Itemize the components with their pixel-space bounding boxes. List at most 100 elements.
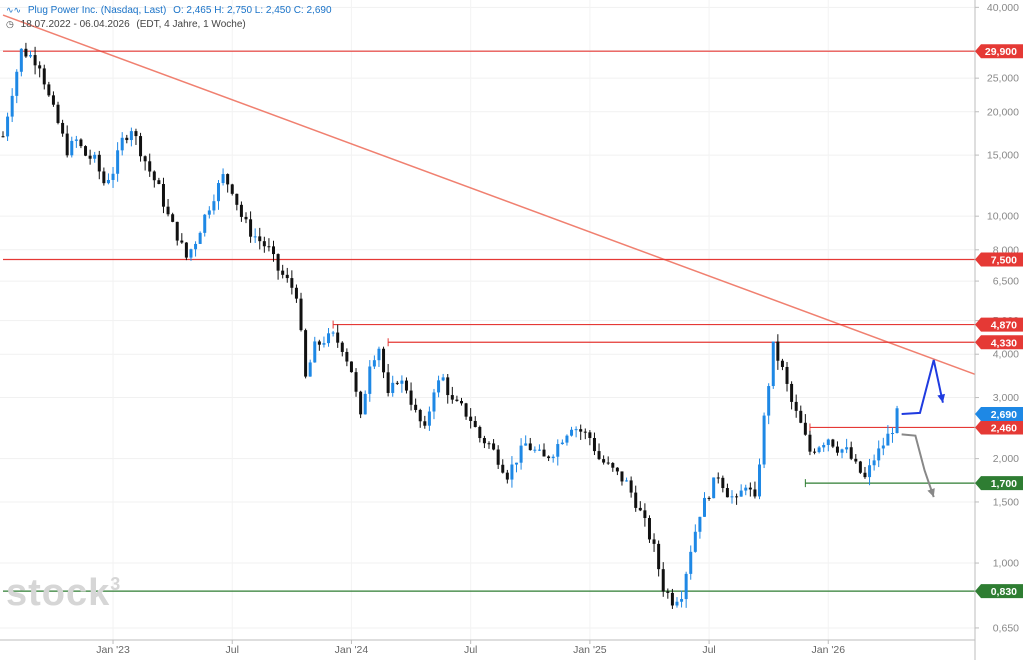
candle-body <box>670 592 674 606</box>
candle-body <box>625 480 629 482</box>
candle-body <box>602 459 606 463</box>
candle-body <box>556 444 560 457</box>
candle-body <box>161 184 165 207</box>
levels-layer <box>3 50 975 592</box>
candle-body <box>221 174 225 184</box>
candle-body <box>24 48 28 57</box>
candle-body <box>799 410 803 423</box>
candle-body <box>74 139 78 141</box>
candle-body <box>230 184 234 194</box>
candle-body <box>597 451 601 460</box>
y-tick-label: 40,000 <box>987 2 1019 14</box>
candle-body <box>359 391 363 415</box>
candle-body <box>157 180 161 185</box>
candle-body <box>725 488 729 498</box>
x-tick-label: Jan '24 <box>335 644 369 656</box>
candle-body <box>643 510 647 519</box>
candle-body <box>831 439 835 447</box>
candle-body <box>473 420 477 427</box>
level-1700-tag: 1,700 <box>975 476 1023 491</box>
candle-body <box>505 472 509 480</box>
candle-body <box>226 174 230 185</box>
candle-body <box>349 361 353 373</box>
candle-body <box>680 599 684 602</box>
candle-body <box>47 84 51 96</box>
candle-body <box>863 472 867 478</box>
candle-body <box>272 246 276 255</box>
candle-body <box>684 573 688 600</box>
candle-body <box>317 341 321 345</box>
candle-body <box>652 539 656 544</box>
candle-body <box>813 451 817 453</box>
candle-body <box>455 399 459 401</box>
y-tick-label: 1,000 <box>993 558 1019 570</box>
candle-body <box>629 480 633 493</box>
candle-body <box>198 232 202 244</box>
candle-body <box>657 543 661 570</box>
candle-body <box>721 477 725 489</box>
candle-body <box>111 173 115 180</box>
level-29900-tag: 29,900 <box>975 44 1023 59</box>
candle-body <box>808 434 812 452</box>
date-range: 18.07.2022 - 06.04.2026 <box>20 19 130 30</box>
candle-body <box>840 449 844 453</box>
level-2460-tag: 2,460 <box>975 420 1023 435</box>
candle-body <box>877 448 881 461</box>
candle-body <box>510 464 514 480</box>
candle-body <box>753 489 757 497</box>
candle-body <box>239 204 243 217</box>
x-tick-label: Jul <box>226 644 239 656</box>
candle-body <box>313 341 317 363</box>
level-0830-tag-text: 0,830 <box>991 586 1017 598</box>
candle-body <box>84 146 88 156</box>
candle-body <box>735 496 739 498</box>
candle-body <box>822 444 826 448</box>
candle-body <box>116 150 120 174</box>
y-tick-label: 25,000 <box>987 73 1019 85</box>
candle-body <box>744 487 748 491</box>
candle-body <box>51 95 55 105</box>
candle-body <box>583 431 587 433</box>
x-tick-label: Jan '26 <box>812 644 846 656</box>
candles-layer <box>1 42 899 609</box>
candle-body <box>634 492 638 508</box>
candle-body <box>519 445 523 463</box>
candle-body <box>372 360 376 367</box>
candle-body <box>845 447 849 450</box>
candle-body <box>290 278 294 288</box>
last-price-tag-shape <box>975 406 1023 421</box>
candle-body <box>794 401 798 411</box>
candle-body <box>327 333 331 344</box>
level-4870-tag: 4,870 <box>975 317 1023 332</box>
candle-body <box>849 447 853 459</box>
candle-body <box>276 254 280 271</box>
y-tick-label: 1,500 <box>993 496 1019 508</box>
candle-body <box>739 490 743 497</box>
candle-body <box>565 435 569 443</box>
candle-body <box>1 136 5 138</box>
candle-body <box>661 569 665 592</box>
candle-body <box>776 341 780 361</box>
candle-body <box>235 193 239 205</box>
candle-body <box>620 471 624 482</box>
candle-body <box>611 463 615 468</box>
bullish-scenario-arrow-arrowhead <box>937 393 946 403</box>
candle-body <box>354 372 358 392</box>
candle-body <box>758 464 762 497</box>
candle-body <box>120 137 124 151</box>
candle-body <box>391 382 395 393</box>
candle-body <box>409 390 413 405</box>
candle-body <box>647 518 651 540</box>
candle-body <box>166 206 170 215</box>
candle-body <box>216 183 220 202</box>
candle-body <box>61 122 65 134</box>
candle-body <box>386 372 390 393</box>
candle-body <box>308 362 312 377</box>
candle-body <box>56 104 60 123</box>
candle-body <box>322 343 326 345</box>
resistance-trendline <box>2 14 976 376</box>
candle-body <box>432 392 436 412</box>
candle-body <box>469 416 473 421</box>
scenario-layer <box>901 359 946 498</box>
